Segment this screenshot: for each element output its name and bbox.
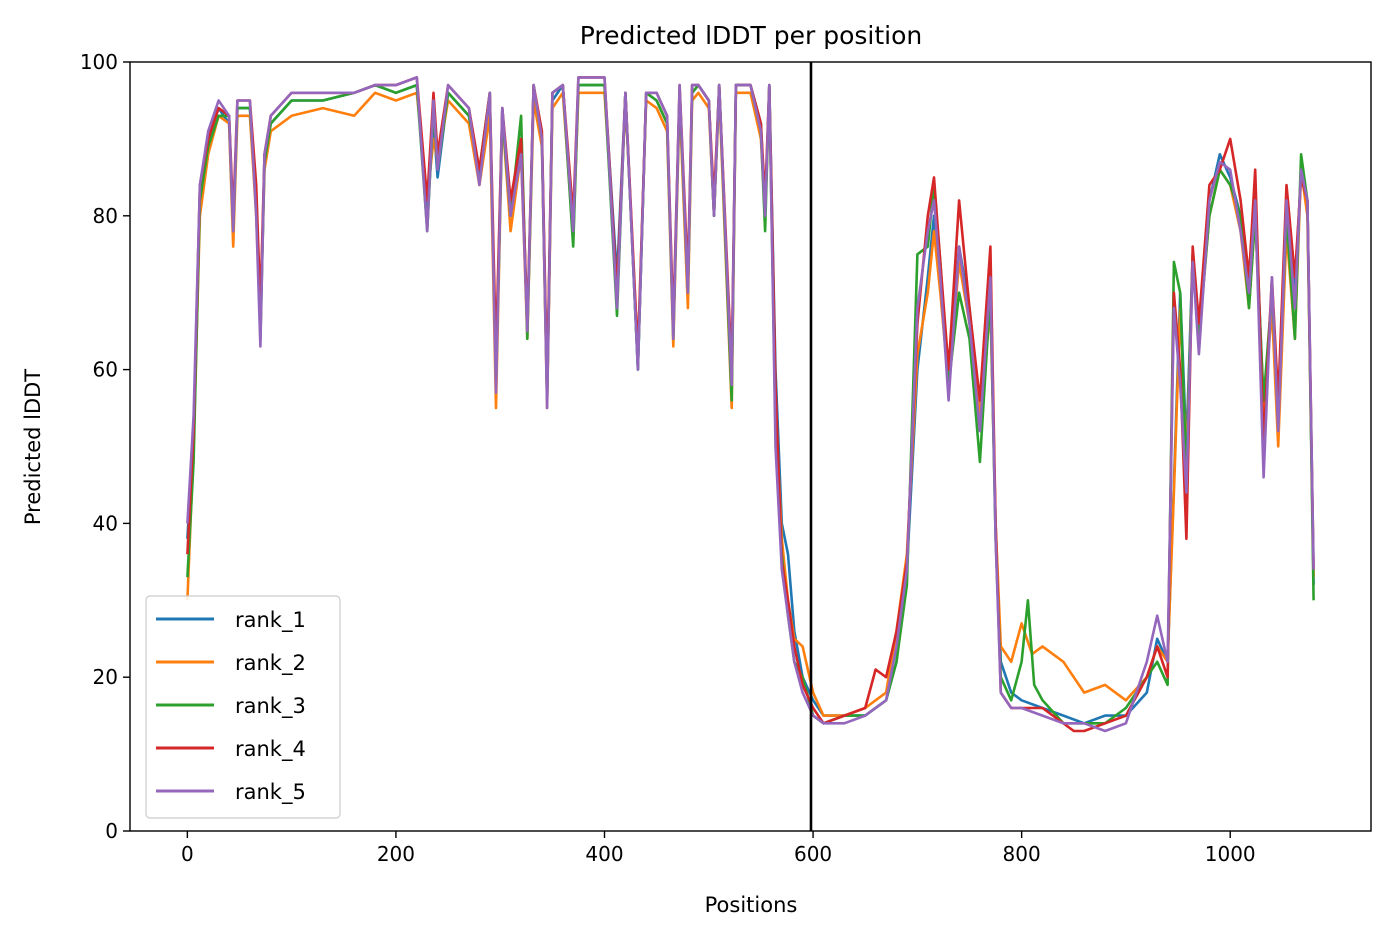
y-axis-title: Predicted lDDT (21, 369, 45, 525)
x-tick-label: 0 (181, 842, 194, 866)
legend-label-rank_1: rank_1 (235, 608, 306, 633)
series-line-rank_5 (186, 76, 1315, 733)
y-tick-label: 100 (80, 50, 118, 74)
y-axis-ticks: 0 20 40 60 80 100 (80, 50, 130, 843)
y-tick-label: 0 (105, 819, 118, 843)
x-axis-ticks: 0 200 400 600 800 1000 (181, 831, 1256, 866)
legend-label-rank_4: rank_4 (235, 737, 306, 762)
legend: rank_1 rank_2 rank_3 rank_4 rank_5 (145, 595, 341, 819)
legend-label-rank_5: rank_5 (235, 780, 306, 805)
y-tick-label: 60 (93, 358, 118, 382)
y-tick-label: 20 (93, 665, 118, 689)
legend-items: rank_1 rank_2 rank_3 rank_4 rank_5 (156, 608, 306, 805)
plot-frame (129, 61, 1372, 832)
legend-label-rank_3: rank_3 (235, 694, 306, 719)
x-tick-label: 1000 (1205, 842, 1256, 866)
x-tick-label: 400 (585, 842, 623, 866)
x-tick-label: 200 (377, 842, 415, 866)
y-tick-label: 80 (93, 204, 118, 228)
y-tick-label: 40 (93, 511, 118, 535)
legend-label-rank_2: rank_2 (235, 651, 306, 676)
x-axis-title: Positions (705, 893, 798, 917)
series-layer (186, 76, 1315, 733)
legend-box (145, 595, 341, 819)
x-tick-label: 800 (1003, 842, 1041, 866)
x-tick-label: 600 (794, 842, 832, 866)
chart-title: Predicted lDDT per position (580, 21, 922, 50)
